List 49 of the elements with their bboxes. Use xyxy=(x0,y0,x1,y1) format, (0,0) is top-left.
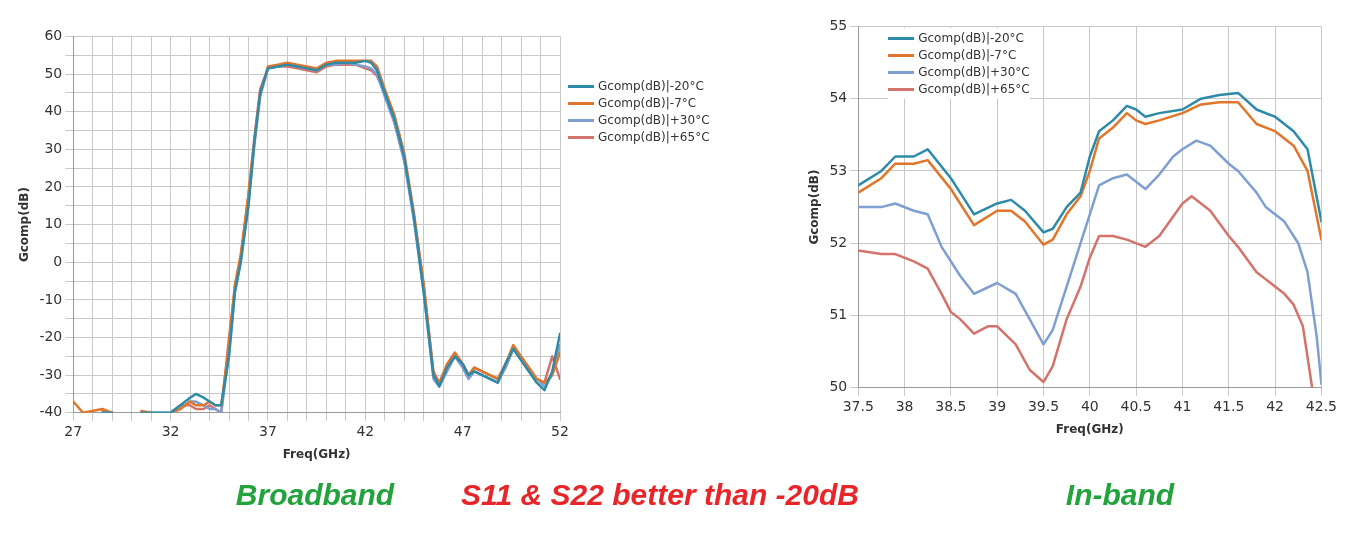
x-tick-label: 32 xyxy=(161,422,180,439)
x-tick-label: 39.5 xyxy=(1027,397,1060,414)
x-tick-label: 38.5 xyxy=(935,397,967,414)
legend-label: Gcomp(dB)|+30°C xyxy=(598,113,710,128)
y-tick-label: 20 xyxy=(44,177,63,194)
x-tick-label: 40.5 xyxy=(1120,397,1152,414)
x-tick-label: 42 xyxy=(356,422,375,439)
x-tick-label: 42.5 xyxy=(1305,397,1337,414)
legend-label: Gcomp(dB)|+30°C xyxy=(918,65,1030,80)
x-tick-label: 52 xyxy=(551,422,569,439)
y-tick-label: 10 xyxy=(44,215,63,232)
y-tick-label: -10 xyxy=(39,290,63,307)
legend-label: Gcomp(dB)|+65°C xyxy=(598,130,710,145)
x-tick-label: 27 xyxy=(64,422,83,439)
legend-label: Gcomp(dB)|-20°C xyxy=(918,31,1024,46)
text: S11 & S22 better than -20dB xyxy=(461,478,859,512)
x-tick-label: 37 xyxy=(259,422,277,439)
x-axis-title: Freq(GHz) xyxy=(282,446,351,461)
legend-label: Gcomp(dB)|+65°C xyxy=(918,82,1030,97)
y-axis-title: Gcomp(dB) xyxy=(807,169,822,245)
y-tick-label: 51 xyxy=(829,306,848,323)
y-tick-label: 53 xyxy=(829,161,848,178)
x-tick-label: 42 xyxy=(1266,397,1285,414)
text: In-band xyxy=(1065,478,1175,512)
y-tick-label: -20 xyxy=(39,328,63,345)
y-tick-label: 55 xyxy=(829,17,848,34)
y-tick-label: 0 xyxy=(53,252,63,269)
y-tick-label: 30 xyxy=(44,139,63,156)
x-tick-label: 39 xyxy=(988,397,1007,414)
y-tick-label: -30 xyxy=(39,365,63,382)
y-tick-label: 40 xyxy=(44,102,63,119)
x-tick-label: 38 xyxy=(895,397,914,414)
y-tick-label: 52 xyxy=(829,233,848,250)
y-axis-title: Gcomp(dB) xyxy=(17,187,32,263)
x-tick-label: 41 xyxy=(1173,397,1192,414)
text: Broadband xyxy=(235,478,395,512)
x-tick-label: 41.5 xyxy=(1213,397,1245,414)
x-tick-label: 47 xyxy=(453,422,472,439)
y-tick-label: 50 xyxy=(44,64,63,81)
y-tick-label: 50 xyxy=(829,378,848,395)
y-tick-label: 54 xyxy=(829,89,848,106)
legend-label: Gcomp(dB)|-7°C xyxy=(918,48,1017,63)
x-tick-label: 40 xyxy=(1080,397,1099,414)
legend-label: Gcomp(dB)|-7°C xyxy=(598,96,697,111)
legend-label: Gcomp(dB)|-20°C xyxy=(598,79,704,94)
y-tick-label: 60 xyxy=(44,27,63,44)
x-tick-label: 37.5 xyxy=(842,397,874,414)
y-tick-label: -40 xyxy=(39,403,63,420)
x-axis-title: Freq(GHz) xyxy=(1055,421,1124,436)
